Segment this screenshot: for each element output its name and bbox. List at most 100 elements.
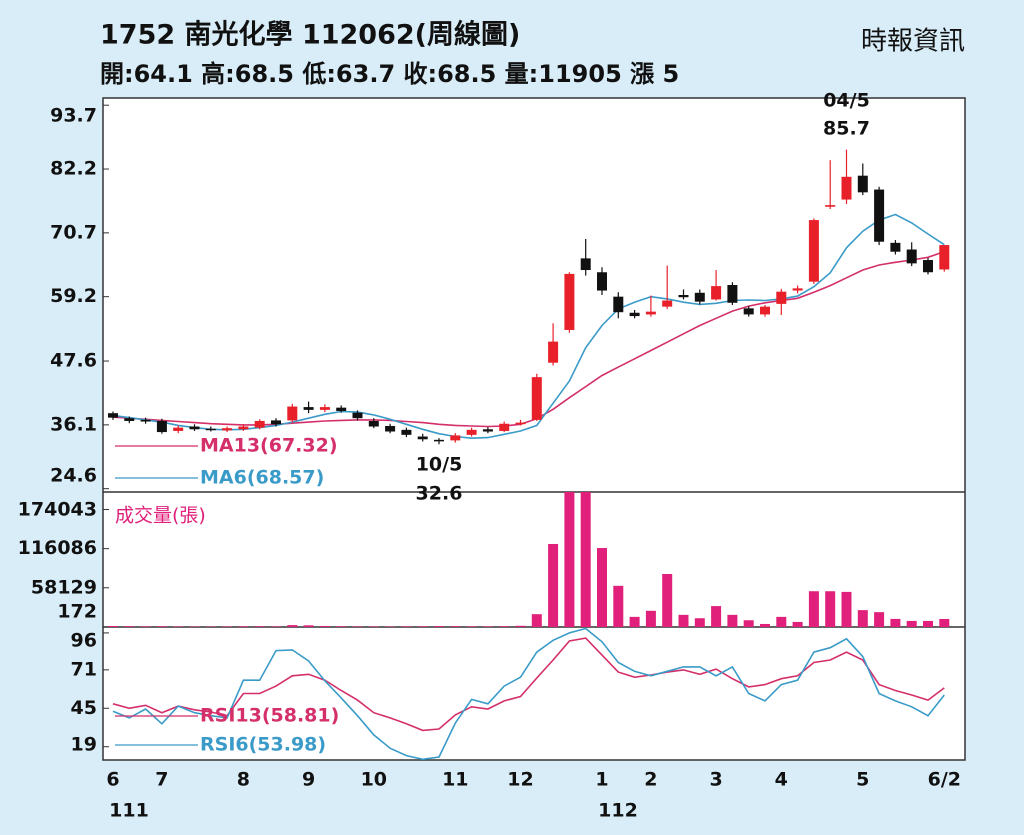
volume-bar [580, 492, 591, 627]
x-tick-label: 10 [361, 769, 387, 791]
x-tick-label: 9 [302, 769, 315, 791]
volume-bar [499, 626, 510, 627]
volume-bar [564, 492, 575, 627]
candle-body [564, 273, 575, 330]
source: 時報資訊 [861, 27, 965, 57]
volume-bar [694, 618, 705, 627]
candle-body [841, 176, 852, 200]
volume-bars [108, 492, 950, 627]
volume-bar [319, 625, 330, 627]
y-tick-label: 71 [71, 658, 97, 680]
volume-bar [645, 610, 656, 627]
volume-bar [874, 612, 885, 627]
volume-bar [450, 626, 461, 627]
volume-bar [271, 626, 281, 627]
line [112, 213, 945, 440]
y-tick-label: 59.2 [50, 285, 97, 307]
volume-bar [711, 606, 722, 627]
candle-body [238, 426, 249, 430]
line [112, 250, 945, 428]
candle-body [499, 423, 510, 431]
candle-body [613, 296, 624, 313]
y-tick-label: 47.6 [50, 350, 97, 372]
volume-bar [156, 626, 167, 627]
legend-label: RSI6(53.98) [200, 734, 326, 756]
volume-bar [808, 591, 819, 627]
x-tick-label: 3 [709, 769, 722, 791]
volume-bar [906, 620, 917, 627]
volume-bar [841, 591, 852, 627]
candle-body [108, 413, 118, 418]
y-tick-label: 36.1 [50, 413, 97, 435]
volume-bar [597, 548, 607, 627]
candle-body [401, 429, 412, 435]
x-tick-label: 2 [644, 769, 657, 791]
volume-bar [776, 616, 787, 627]
volume-bar [287, 625, 298, 627]
candle-body [303, 407, 314, 410]
y-tick-label: 58129 [31, 576, 97, 598]
chart-subtitle: 開:64.1 高:68.5 低:63.7 收:68.5 量:11905 漲 5 [100, 60, 679, 88]
y-tick-label: 96 [71, 630, 97, 652]
x-tick-label: 6 [106, 769, 119, 791]
candle-body [923, 260, 933, 273]
candle-body [271, 420, 281, 425]
candle-body [254, 420, 265, 428]
volume-bar [124, 626, 135, 627]
candle-body [515, 422, 526, 425]
volume-bar [548, 543, 559, 627]
candle-body [825, 205, 836, 207]
x-tick-label: 4 [775, 769, 788, 791]
line [112, 637, 945, 732]
x-tick-label: 12 [507, 769, 533, 791]
candle-body [450, 435, 461, 441]
volume-bar [760, 623, 770, 627]
volume-bar [743, 620, 754, 627]
y-tick-label: 24.6 [50, 465, 97, 487]
candle-body [711, 286, 722, 300]
candle-body [743, 308, 754, 315]
candle-body [319, 407, 330, 410]
candle-body [580, 258, 591, 271]
candle-body [482, 429, 493, 432]
volume-bar [336, 626, 347, 627]
volume-bar [466, 626, 477, 627]
candle-body [156, 420, 167, 433]
volume-bar [678, 614, 689, 627]
candle-body [124, 418, 135, 421]
y-tick-label: 116086 [18, 537, 97, 559]
candle-body [678, 295, 689, 298]
volume-bar [434, 626, 444, 627]
volume-bar [238, 626, 249, 627]
volume-bar [417, 626, 428, 627]
annotation-date: 10/5 [416, 454, 463, 476]
y-tick-label: 172 [57, 601, 97, 623]
candle-body [434, 439, 444, 442]
candle-body [662, 300, 673, 307]
x-tick-label: 6/2 [928, 769, 961, 791]
annotation-value: 85.7 [823, 118, 870, 140]
volume-bar [792, 621, 803, 627]
legend-label: MA13(67.32) [200, 435, 338, 457]
x-tick-label: 7 [155, 769, 168, 791]
candle-body [417, 436, 428, 440]
volume-bar [727, 614, 738, 627]
candle-body [906, 249, 917, 264]
line [112, 627, 945, 761]
legend-label: MA6(68.57) [200, 467, 324, 489]
volume-bar [531, 614, 542, 627]
volume-bar [254, 626, 265, 627]
candle-body [466, 429, 477, 435]
volume-bar [401, 626, 412, 627]
candle-body [874, 189, 885, 242]
volume-bar [515, 625, 526, 627]
volume-bar [482, 626, 493, 627]
candle-body [760, 306, 770, 315]
volume-bar [352, 626, 363, 627]
volume-bar [303, 625, 314, 627]
volume-bar [825, 591, 836, 627]
volume-bar [662, 574, 673, 627]
volume-bar [939, 618, 950, 627]
